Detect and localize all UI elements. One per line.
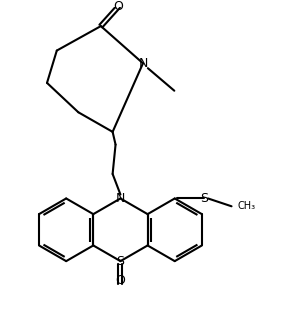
Text: O: O xyxy=(116,274,126,287)
Text: S: S xyxy=(200,192,208,205)
Text: S: S xyxy=(116,255,124,268)
Text: N: N xyxy=(138,57,148,70)
Text: O: O xyxy=(114,0,124,13)
Text: N: N xyxy=(116,192,125,205)
Text: CH₃: CH₃ xyxy=(237,201,256,211)
